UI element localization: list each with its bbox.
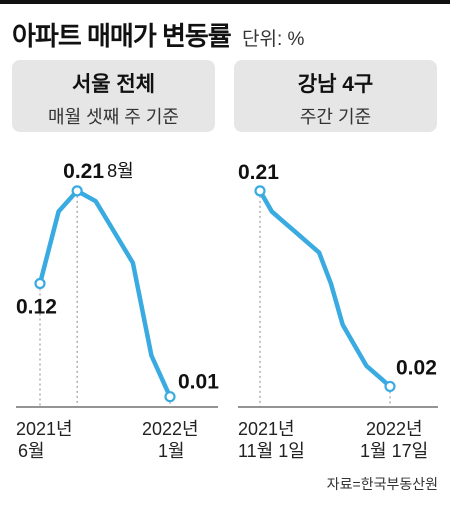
x-label-left-end: 2022년 1월 (142, 418, 199, 462)
x-label-right-start: 2021년 11월 1일 (238, 418, 305, 462)
panel-subtitle-seoul: 매월 셋째 주 기준 (48, 107, 179, 127)
x-label-line2: 1월 17일 (360, 441, 429, 461)
x-label-line2: 11월 1일 (238, 441, 305, 461)
x-label-line1: 2022년 (366, 419, 423, 439)
series-line (37, 188, 173, 399)
x-label-line1: 2021년 (238, 419, 295, 439)
unit-label: 단위: % (242, 29, 305, 50)
data-point-marker (34, 277, 46, 290)
x-label-line2: 1월 (158, 441, 185, 461)
data-point-marker (164, 391, 176, 403)
data-point-marker (254, 185, 266, 197)
data-label: 0.01 (178, 371, 219, 394)
x-label-line1: 2022년 (142, 419, 199, 439)
data-label: 0.12 (16, 296, 57, 319)
panel-header-gangnam: 강남 4구 주간 기준 (234, 60, 437, 132)
x-label-right-end: 2022년 1월 17일 (356, 418, 428, 462)
data-label: 0.21 (238, 161, 279, 184)
data-label: 0.02 (396, 356, 437, 379)
series-line (257, 188, 393, 389)
panel-subtitle-gangnam: 주간 기준 (299, 107, 372, 127)
data-point-marker (384, 380, 396, 393)
header-bar (0, 0, 450, 4)
x-label-line1: 2021년 (16, 419, 73, 439)
x-label-line2: 6월 (18, 441, 45, 461)
data-label: 0.21 (63, 160, 104, 183)
data-point-marker (71, 185, 83, 197)
x-label-left-start: 2021년 6월 (16, 418, 73, 462)
data-label-note: 8월 (107, 161, 134, 181)
page-title: 아파트 매매가 변동률 (12, 21, 232, 51)
panel-header-seoul: 서울 전체 매월 셋째 주 기준 (12, 60, 215, 132)
source-note: 자료=한국부동산원 (326, 476, 438, 492)
panel-title-seoul: 서울 전체 (71, 73, 156, 96)
panel-title-gangnam: 강남 4구 (297, 73, 374, 96)
